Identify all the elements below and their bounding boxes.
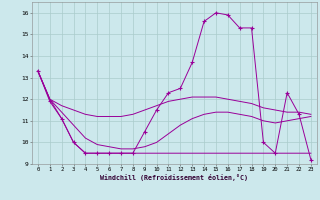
- X-axis label: Windchill (Refroidissement éolien,°C): Windchill (Refroidissement éolien,°C): [100, 174, 248, 181]
